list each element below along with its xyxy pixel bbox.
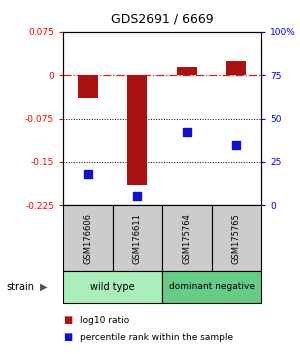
Point <box>234 142 239 148</box>
Text: ■: ■ <box>63 315 72 325</box>
Text: ■: ■ <box>63 332 72 342</box>
Text: wild type: wild type <box>90 282 135 292</box>
Text: strain: strain <box>6 282 34 292</box>
Text: percentile rank within the sample: percentile rank within the sample <box>80 332 232 342</box>
Text: dominant negative: dominant negative <box>169 282 254 291</box>
Text: log10 ratio: log10 ratio <box>80 316 129 325</box>
Text: GDS2691 / 6669: GDS2691 / 6669 <box>111 12 213 25</box>
Bar <box>128 75 147 185</box>
Bar <box>226 61 246 75</box>
Text: GSM176611: GSM176611 <box>133 213 142 263</box>
Text: GSM175764: GSM175764 <box>182 213 191 263</box>
Text: GSM175765: GSM175765 <box>232 213 241 263</box>
Point <box>135 193 140 199</box>
Text: GSM176606: GSM176606 <box>83 212 92 264</box>
Point <box>184 130 189 135</box>
Point <box>85 171 90 177</box>
Bar <box>177 67 197 75</box>
Text: ▶: ▶ <box>40 282 47 292</box>
Bar <box>78 75 98 98</box>
